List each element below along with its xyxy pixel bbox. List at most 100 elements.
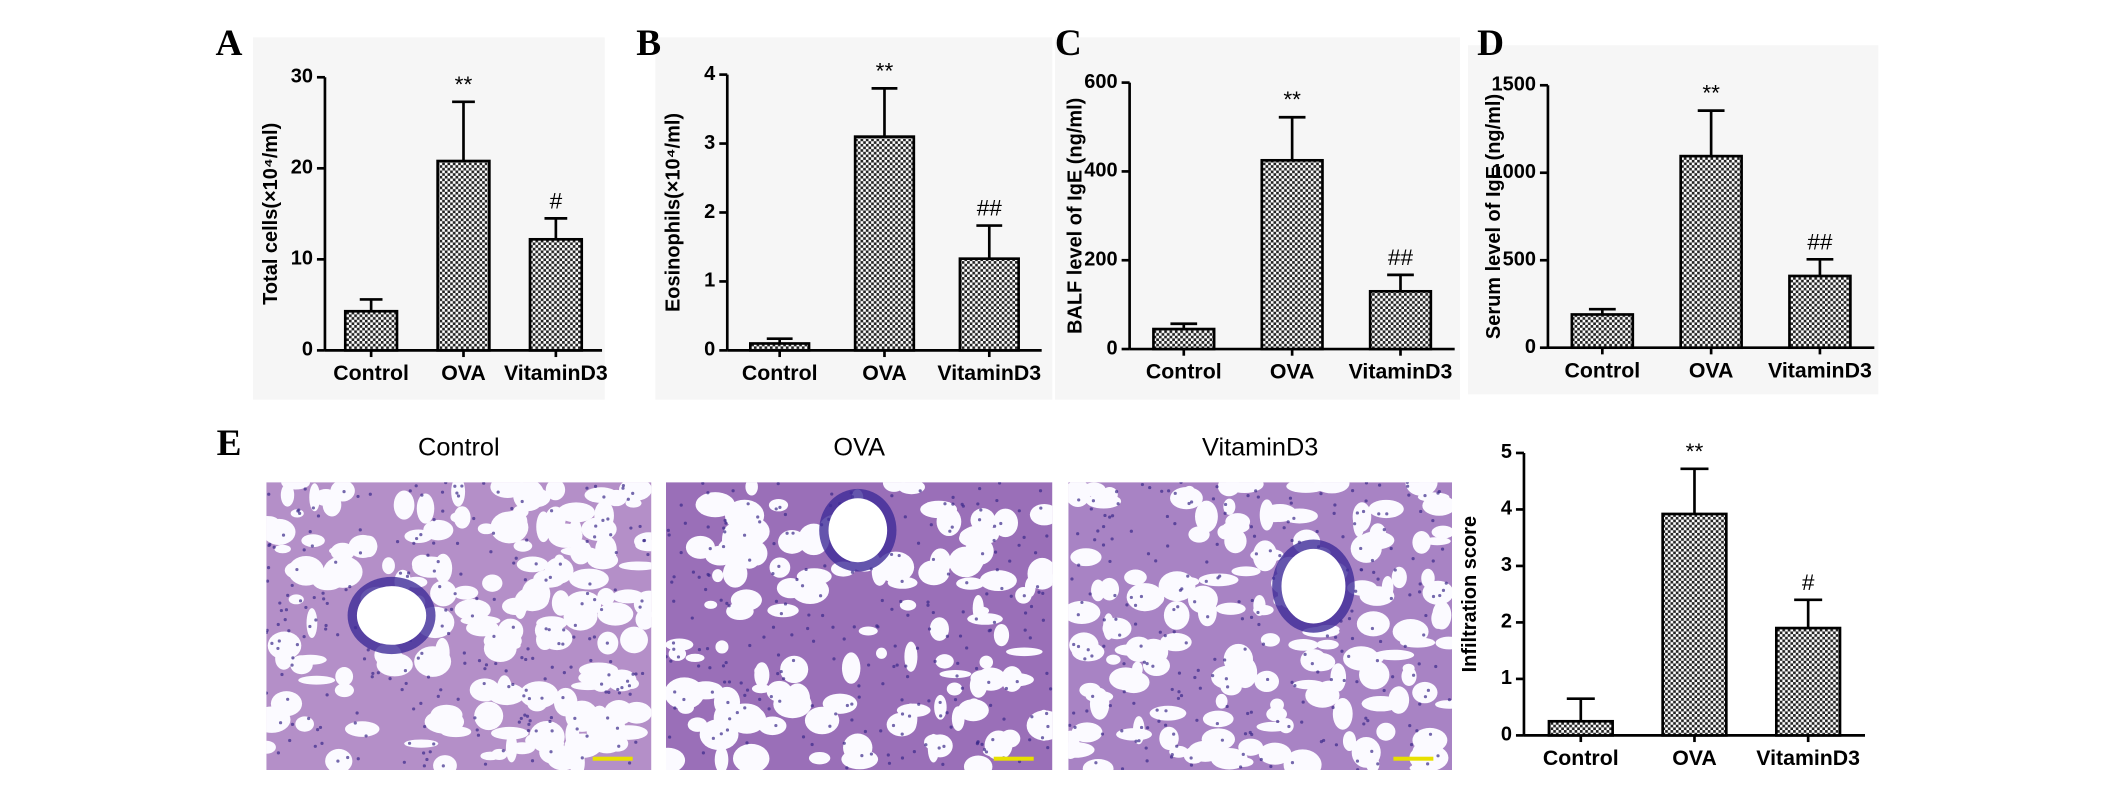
significance-label: ## [977, 196, 1003, 221]
alveolus [516, 556, 549, 573]
nucleus [404, 681, 408, 686]
nucleus [512, 561, 516, 565]
nucleus [1114, 617, 1118, 621]
x-tick-label: OVA [1672, 746, 1717, 770]
panel-label: C [1055, 23, 1082, 64]
alveolus [1223, 498, 1236, 515]
nucleus [629, 526, 633, 530]
nucleus [682, 697, 686, 702]
alveolus [1169, 745, 1189, 758]
alveolus [713, 703, 736, 733]
nucleus [364, 734, 368, 738]
alveolus [502, 597, 529, 615]
nucleus [904, 664, 908, 668]
bar [1152, 327, 1216, 351]
y-axis-title: Serum level of IgE (ng/ml) [1483, 94, 1505, 339]
nucleus [1083, 657, 1087, 661]
alveolus [1330, 663, 1347, 692]
nucleus [748, 558, 752, 562]
nucleus [353, 721, 357, 725]
nucleus [1422, 633, 1426, 637]
nucleus [774, 507, 778, 511]
alveolus [979, 655, 994, 669]
nucleus [1424, 613, 1428, 618]
y-tick-label: 400 [1084, 160, 1117, 182]
nucleus [1120, 729, 1124, 733]
alveolus [1118, 671, 1150, 694]
alveolus [768, 498, 789, 512]
nucleus [605, 641, 609, 645]
nucleus [1169, 755, 1174, 759]
nucleus [1223, 502, 1228, 507]
alveolus [404, 529, 433, 543]
alveolus [1202, 710, 1234, 728]
nucleus [965, 581, 969, 585]
nucleus [1417, 662, 1421, 666]
nucleus [1140, 482, 1145, 487]
x-tick-label: Control [742, 361, 818, 385]
nucleus [1045, 711, 1049, 716]
nucleus [1415, 729, 1419, 733]
alveolus [1435, 636, 1453, 650]
nucleus [1096, 529, 1100, 533]
nucleus [395, 540, 400, 544]
nucleus [949, 725, 953, 729]
nucleus [891, 723, 896, 728]
nucleus [697, 664, 701, 668]
nucleus [842, 741, 846, 745]
alveolus [584, 487, 618, 503]
nucleus [974, 617, 978, 621]
nucleus [320, 741, 324, 745]
x-tick-label: VitaminD3 [1756, 746, 1860, 770]
nucleus [887, 761, 892, 765]
nucleus [419, 701, 423, 705]
nucleus [1225, 685, 1230, 689]
nucleus [1108, 559, 1112, 564]
nucleus [1038, 489, 1043, 493]
nucleus [667, 533, 671, 537]
alveolus [1332, 698, 1353, 730]
nucleus [767, 707, 771, 711]
nucleus [673, 706, 677, 710]
alveolus [898, 482, 926, 495]
alveolus [677, 701, 694, 714]
nucleus [810, 704, 814, 708]
nucleus [585, 539, 589, 544]
alveolus [1366, 755, 1380, 771]
x-tick-label: Control [1543, 746, 1619, 770]
x-tick-label: VitaminD3 [937, 361, 1041, 385]
alveolus [513, 540, 533, 552]
nucleus [642, 538, 647, 543]
nucleus [1426, 688, 1430, 692]
nucleus [951, 495, 955, 500]
alveolus [527, 697, 547, 712]
alveolus [1399, 623, 1419, 642]
alveolus [1225, 482, 1264, 493]
nucleus [1211, 497, 1216, 501]
alveolus [1231, 757, 1254, 767]
nucleus [550, 665, 554, 669]
nucleus [711, 736, 715, 740]
nucleus [1022, 594, 1026, 598]
nucleus [549, 750, 553, 754]
nucleus [524, 657, 528, 662]
nucleus [1160, 489, 1164, 493]
alveolus [306, 608, 318, 639]
nucleus [1134, 739, 1138, 743]
nucleus [978, 486, 982, 491]
nucleus [915, 646, 920, 650]
nucleus [311, 506, 315, 510]
nucleus [356, 757, 360, 761]
nucleus [708, 547, 712, 551]
nucleus [1122, 662, 1126, 666]
nucleus [580, 602, 584, 606]
alveolus [1288, 639, 1319, 651]
nucleus [1382, 688, 1386, 693]
nucleus [366, 648, 370, 652]
alveolus [404, 739, 439, 748]
nucleus [811, 639, 816, 643]
nucleus [599, 607, 604, 612]
nucleus [961, 610, 965, 614]
nucleus [325, 693, 329, 697]
y-axis-title: Eosinophils(×10⁴/ml) [662, 113, 684, 312]
